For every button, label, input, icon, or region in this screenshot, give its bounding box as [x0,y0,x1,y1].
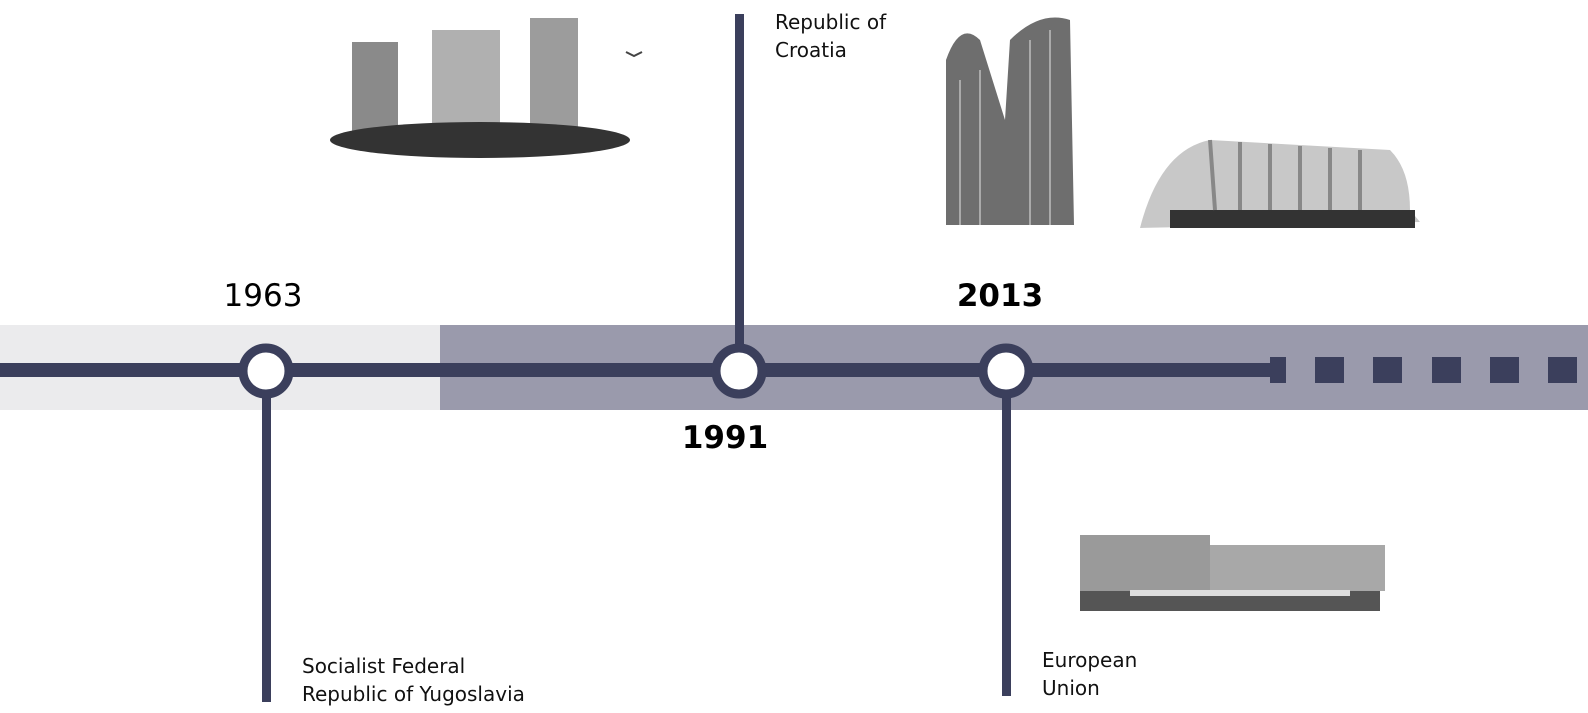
year: 1991 [682,420,768,456]
dashes [1270,357,1577,383]
connector [735,14,744,370]
connector [1002,370,1011,696]
node [238,343,294,399]
event-label: Republic of [775,10,887,34]
node [978,343,1034,399]
event-label: Union [1042,676,1100,700]
node [711,343,767,399]
towers-illustration [330,18,643,158]
event-label: Socialist Federal [302,654,465,678]
timeline-line [0,363,1284,377]
event-label: Croatia [775,38,847,62]
tower-illustration [946,17,1074,225]
event-label: Republic of Yugoslavia [302,682,525,706]
arena-illustration [1140,139,1420,228]
year: 1963 [224,278,303,314]
year: 2013 [957,278,1043,314]
building-illustration [1080,535,1385,611]
event-label: European [1042,648,1137,672]
connector [262,370,271,702]
